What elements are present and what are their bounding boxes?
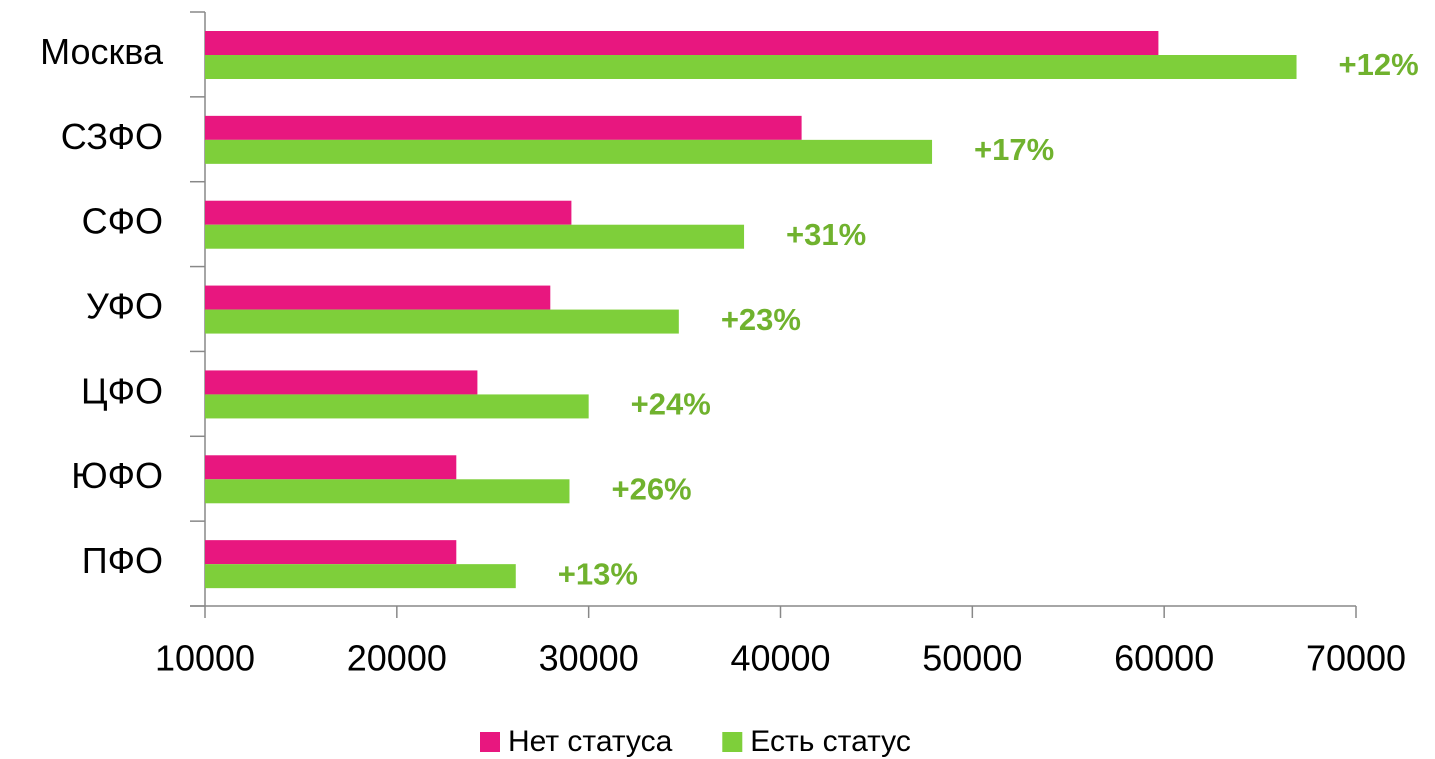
legend-swatch xyxy=(722,732,743,752)
y-tick-label: ЮФО xyxy=(71,455,163,496)
annotation: +12% xyxy=(1339,47,1419,82)
bar xyxy=(205,394,589,419)
y-tick-label: УФО xyxy=(86,286,163,327)
bar xyxy=(205,309,679,334)
x-tick-label: 70000 xyxy=(1306,638,1406,679)
annotation: +26% xyxy=(611,471,691,506)
bar xyxy=(205,370,478,395)
bar xyxy=(205,200,572,225)
x-tick-label: 50000 xyxy=(922,638,1022,679)
legend-swatch xyxy=(480,732,500,752)
x-tick-label: 10000 xyxy=(155,638,255,679)
annotation: +17% xyxy=(974,132,1054,167)
bar xyxy=(205,139,933,164)
y-tick-label: ЦФО xyxy=(81,370,163,411)
x-tick-label: 40000 xyxy=(730,638,830,679)
legend-label: Есть статус xyxy=(750,725,911,758)
bar xyxy=(205,55,1297,79)
annotation: +23% xyxy=(721,302,801,337)
legend-label: Нет статуса xyxy=(508,725,673,758)
bar xyxy=(205,285,551,310)
annotation: +13% xyxy=(558,556,638,591)
bar xyxy=(205,455,457,480)
y-tick-label: СФО xyxy=(82,201,163,242)
bar xyxy=(205,31,1159,55)
bar xyxy=(205,564,516,589)
y-tick-label: СЗФО xyxy=(61,116,163,157)
x-tick-label: 30000 xyxy=(539,638,639,679)
bar xyxy=(205,479,570,504)
y-tick-label: ПФО xyxy=(82,540,163,581)
bar xyxy=(205,224,745,249)
x-tick-label: 20000 xyxy=(347,638,447,679)
bar xyxy=(205,540,457,565)
bar xyxy=(205,115,802,140)
x-tick-label: 60000 xyxy=(1114,638,1214,679)
y-tick-label: Москва xyxy=(40,31,164,72)
annotation: +24% xyxy=(631,387,711,422)
annotation: +31% xyxy=(786,217,866,252)
